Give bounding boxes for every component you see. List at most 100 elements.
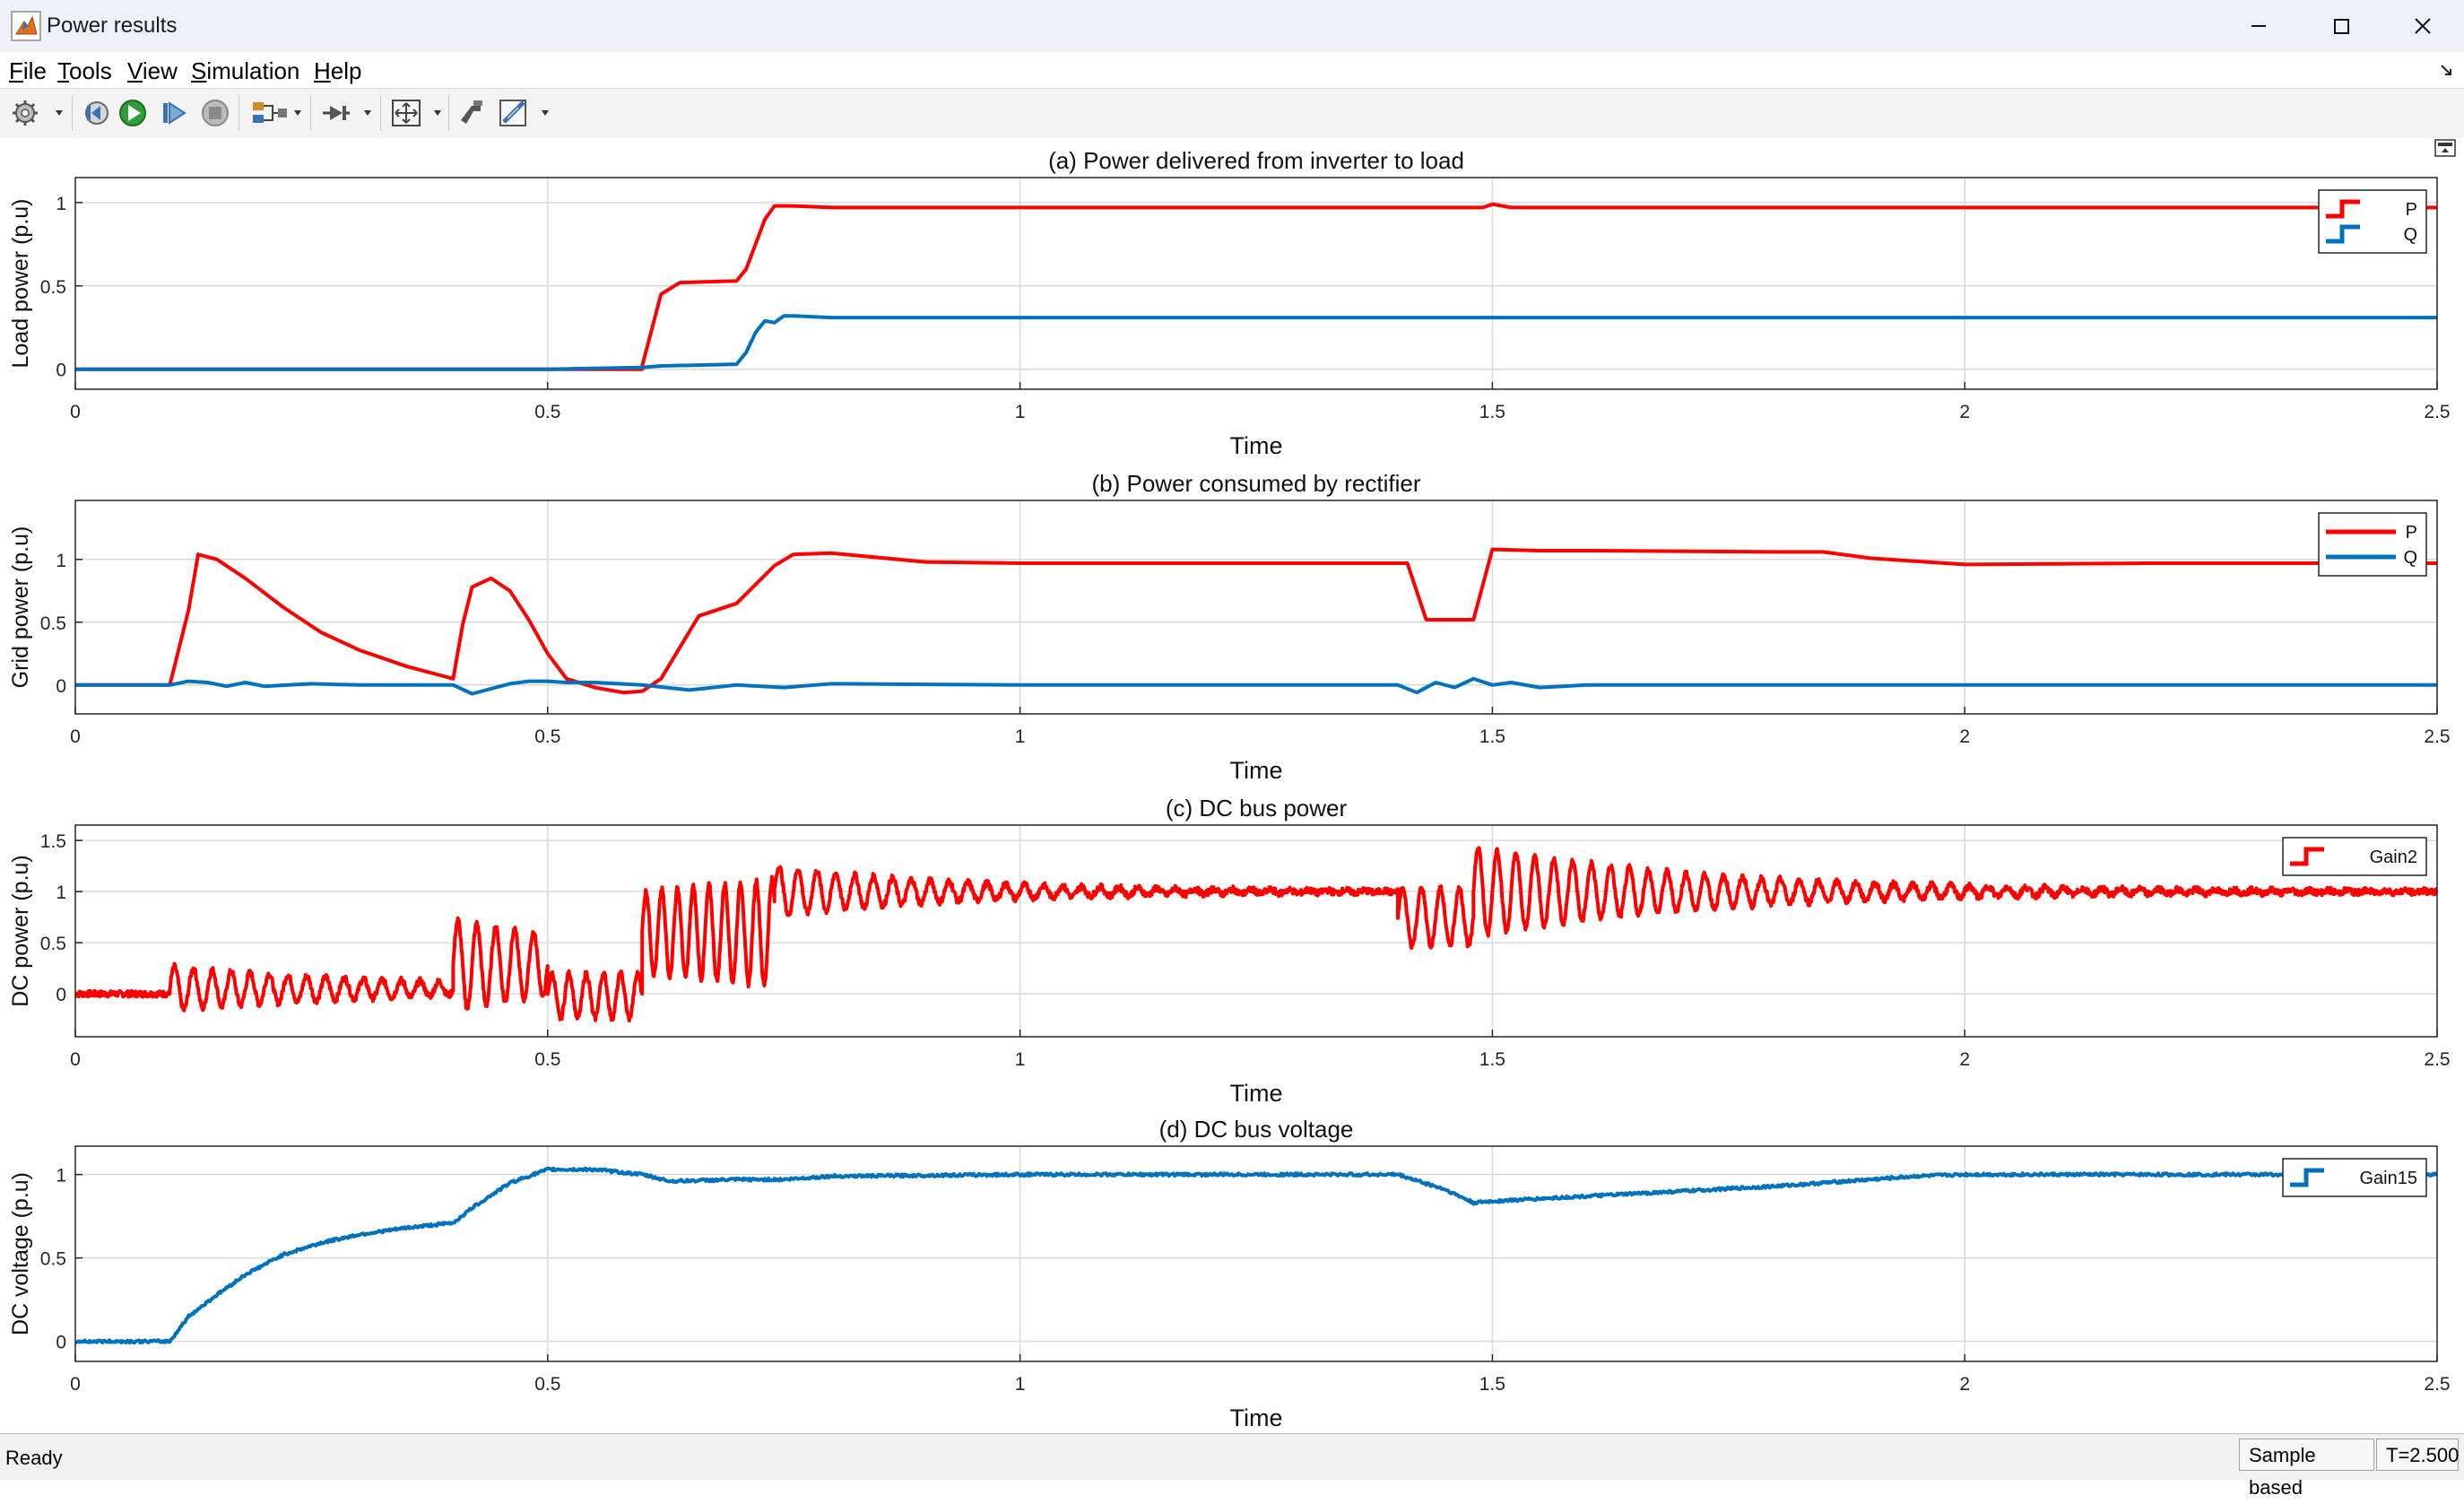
y-tick-label: 0 [56,985,66,1005]
x-tick-label: 0.5 [534,402,560,422]
legend: PQ [2318,189,2427,254]
y-tick-label: 1 [56,194,66,214]
legend-label: Q [2403,225,2417,245]
x-tick-label: 2 [1959,1374,1970,1395]
y-axis-label: DC power (p.u) [8,855,33,1007]
menu-tools[interactable]: Tools [57,57,112,84]
x-tick-label: 1 [1015,402,1026,422]
run-icon[interactable] [115,93,151,133]
x-tick-label: 1 [1015,1049,1026,1070]
y-tick-label: 0 [56,1333,66,1353]
y-axis-label: DC voltage (p.u) [8,1172,33,1335]
y-tick-label: 0.5 [40,1249,66,1270]
settings-gear-icon[interactable] [7,93,65,133]
status-bar [0,1433,2464,1480]
series-line-gain15 [75,1166,2437,1345]
status-text: Ready [5,1447,63,1469]
legend: Gain2 [2282,837,2427,876]
y-tick-label: 1.5 [40,831,66,852]
series-line-q [75,676,2437,696]
series-line-p [75,202,2437,371]
menu-help[interactable]: Help [314,57,362,84]
sampling-mode: Sample based [2239,1439,2374,1499]
x-tick-label: 1 [1015,726,1026,747]
x-tick-label: 1.5 [1479,726,1505,747]
menu-bar [0,52,2464,88]
x-tick-label: 2 [1959,402,1970,422]
legend-label: P [2406,200,2417,220]
legend-label: Gain2 [2370,848,2417,867]
maximize-button[interactable] [2300,0,2382,52]
legend-stairs-p [2326,199,2360,219]
chart-panel-2: (b) Power consumed by rectifier 0 0.5 1 1.5 2… [8,470,2451,784]
menu-view[interactable]: View [127,57,178,84]
y-tick-label: 1 [56,882,66,903]
y-tick-label: 0 [56,361,66,381]
series-line-q [75,314,2437,371]
x-tick-label: 0 [70,1374,81,1395]
legend-stairs-gain2 [2290,847,2324,866]
x-tick-label: 1 [1015,1374,1026,1395]
trigger-icon[interactable] [317,93,375,133]
y-tick-label: 0.5 [40,277,66,298]
x-tick-label: 2 [1959,726,1970,747]
step-forward-icon[interactable] [156,93,192,133]
signal-selector-icon[interactable] [247,93,305,133]
axes-box [74,824,2438,1038]
chart-title: (d) DC bus voltage [1159,1116,1354,1143]
x-tick-label: 0 [70,1049,81,1070]
series-line-p [75,547,2437,695]
legend-label: Gain15 [2360,1169,2418,1188]
chart-title: (a) Power delivered from inverter to loa… [1048,147,1464,174]
y-tick-label: 0.5 [40,934,66,954]
x-tick-label: 0.5 [534,726,560,747]
chart-title: (b) Power consumed by rectifier [1091,470,1420,497]
matlab-icon [11,11,41,41]
legend-box [2318,512,2427,577]
minimize-button[interactable] [2217,0,2300,52]
y-axis-label: Load power (p.u) [8,198,33,368]
sim-time: T=2.500 [2376,1439,2459,1471]
x-tick-label: 0.5 [534,1049,560,1070]
style-icon[interactable] [454,93,490,133]
legend-stairs-gain15 [2290,1168,2324,1187]
y-tick-label: 0 [56,676,66,697]
axes-box [74,1145,2438,1362]
x-tick-label: 1.5 [1479,402,1505,422]
chart-title: (c) DC bus power [1166,795,1348,822]
x-tick-label: 2 [1959,1049,1970,1070]
series-line-gain2 [75,846,2437,1023]
scope-charts[interactable]: (a) Power delivered from inverter to loa… [0,138,2464,1433]
y-axis-label: Grid power (p.u) [8,526,33,689]
y-tick-label: 1 [56,1166,66,1187]
chart-panel-1: (a) Power delivered from inverter to loa… [8,147,2451,459]
x-tick-label: 2.5 [2424,1374,2450,1395]
axes-box [74,500,2438,715]
measure-icon[interactable] [495,93,552,133]
restore-layout-icon[interactable] [2434,138,2457,158]
menu-simulation[interactable]: Simulation [191,57,300,84]
zoom-fit-icon[interactable] [387,93,445,133]
legend: PQ [2318,512,2427,577]
y-tick-label: 1 [56,551,66,571]
x-tick-label: 0 [70,726,81,747]
close-button[interactable] [2382,0,2464,52]
legend-label: Q [2403,548,2417,568]
x-tick-label: 1.5 [1479,1374,1505,1395]
window-title: Power results [47,13,178,38]
legend-stairs-q [2326,224,2360,244]
step-back-icon[interactable] [77,93,113,133]
x-tick-label: 1.5 [1479,1049,1505,1070]
chart-panel-4: (d) DC bus voltage 0 0.5 1 1.5 2 2.5 0 0.5 1 Time D… [8,1116,2451,1431]
legend-label: P [2406,523,2417,543]
scope-plot-area[interactable] [0,138,2464,1433]
undock-icon[interactable] [2437,61,2459,79]
x-axis-label: Time [1230,432,1283,459]
chart-panel-3: (c) DC bus power 0 0.5 1 1.5 2 2.5 0 0.5 1 1.5 Time… [8,795,2451,1107]
x-tick-label: 0 [70,402,81,422]
menu-file[interactable]: File [9,57,47,84]
title-bar [0,0,2464,53]
stop-icon[interactable] [197,93,233,133]
x-tick-label: 2.5 [2424,402,2450,422]
x-tick-label: 2.5 [2424,1049,2450,1070]
